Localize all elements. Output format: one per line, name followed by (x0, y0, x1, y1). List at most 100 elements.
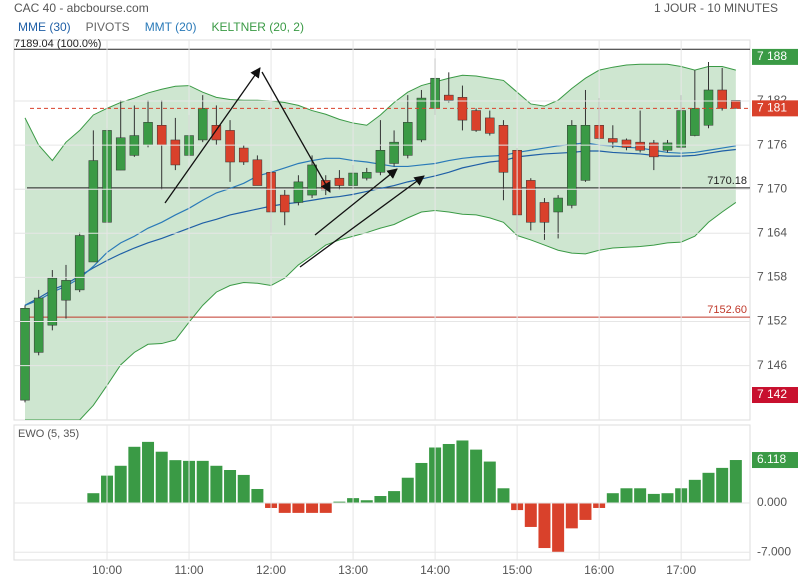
candle-body (416, 97, 427, 141)
bar (114, 465, 127, 504)
ewo-plot (87, 440, 742, 553)
bar (155, 451, 168, 504)
legend-entry: KELTNER (20, 2) (211, 20, 303, 34)
candle-body (539, 202, 550, 223)
price-marker (752, 48, 798, 65)
bar (702, 472, 715, 504)
candle-body (567, 125, 577, 206)
candle-body (403, 122, 413, 156)
candle-body (197, 108, 208, 141)
bar (128, 446, 141, 504)
candle-body (362, 172, 372, 179)
bar (497, 488, 510, 504)
bar (442, 443, 455, 504)
price-panel (13, 39, 751, 421)
candle-body (334, 177, 345, 186)
y-tick-label: -7.000 (757, 544, 791, 558)
price-marker (752, 100, 798, 117)
candle-body (649, 142, 659, 158)
value-marker-label: 6.118 (757, 452, 786, 466)
candle-body (211, 125, 222, 141)
keltner-lower (25, 202, 737, 420)
bar (292, 503, 305, 513)
price-marker-label: 7 142 (757, 387, 787, 401)
bar (716, 467, 729, 504)
moving-average (24, 148, 736, 306)
price-plot (14, 48, 750, 420)
y-tick-label: 7 146 (757, 358, 787, 372)
candle-body (170, 139, 181, 166)
pivot-label: 7152.60 (707, 304, 747, 316)
annotations (164, 67, 425, 268)
x-tick-label: 11:00 (174, 563, 203, 577)
y-tick-label: 7 152 (757, 314, 787, 328)
price-marker-label: 7 188 (757, 49, 787, 63)
candle-body (526, 180, 536, 223)
chart-subtitle: 1 JOUR - 10 MINUTES (654, 1, 778, 15)
bar (524, 503, 537, 527)
candle-body (307, 164, 317, 196)
x-tick-label: 10:00 (92, 563, 122, 577)
x-tick-label: 16:00 (584, 563, 614, 577)
bar (606, 493, 619, 504)
bar (620, 488, 633, 504)
bar (634, 488, 647, 504)
bar (565, 503, 578, 529)
price-marker-label: 7 181 (757, 101, 787, 115)
x-tick-label: 15:00 (502, 563, 532, 577)
legend-entry: MMT (20) (145, 20, 197, 34)
legend-entry: PIVOTS (86, 20, 130, 34)
candle-body (143, 122, 153, 146)
arrow (299, 175, 425, 268)
candle-body (238, 147, 249, 163)
bar (538, 503, 551, 549)
candle-body (375, 150, 386, 173)
arrow (261, 71, 331, 193)
bar (401, 477, 414, 504)
bar (661, 493, 674, 504)
bar (483, 461, 496, 504)
value-marker (752, 452, 798, 469)
candle-body (635, 141, 645, 151)
candle-body (61, 280, 71, 301)
candle-body (74, 235, 85, 291)
candle-body (485, 117, 495, 134)
candle-body (703, 89, 714, 126)
x-tick-label: 17:00 (666, 563, 696, 577)
bar (360, 500, 373, 504)
candle-body (690, 108, 700, 136)
bar (333, 501, 346, 504)
bar (729, 460, 742, 504)
price-marker (752, 387, 798, 404)
bar (647, 493, 660, 504)
candle-body (47, 277, 58, 326)
bar (688, 479, 701, 504)
candle-body (731, 100, 741, 109)
arrow (314, 168, 398, 236)
chart-title: CAC 40 - abcbourse.com (14, 1, 149, 15)
x-tick-label: 14:00 (420, 563, 450, 577)
bar (169, 460, 182, 504)
candle-body (662, 142, 673, 151)
bar (374, 496, 387, 504)
keltner-upper (24, 63, 736, 162)
bar (579, 503, 592, 520)
bar (306, 503, 319, 513)
y-tick-label: 7 176 (757, 137, 787, 151)
candle-body (156, 125, 167, 146)
bar (278, 503, 291, 513)
bar (142, 441, 155, 504)
arrow (164, 67, 261, 204)
x-tick-label: 12:00 (256, 563, 286, 577)
pivot-label: 7189.04 (100.0%) (14, 38, 101, 50)
candle-body (33, 297, 44, 353)
bar (456, 440, 469, 504)
bar (388, 491, 401, 504)
candle-body (471, 110, 481, 131)
bar (196, 460, 209, 504)
bar (237, 474, 250, 504)
bar (415, 462, 428, 504)
x-tick-label: 13:00 (338, 563, 368, 577)
ewo-panel (13, 424, 751, 561)
bar (470, 449, 483, 504)
